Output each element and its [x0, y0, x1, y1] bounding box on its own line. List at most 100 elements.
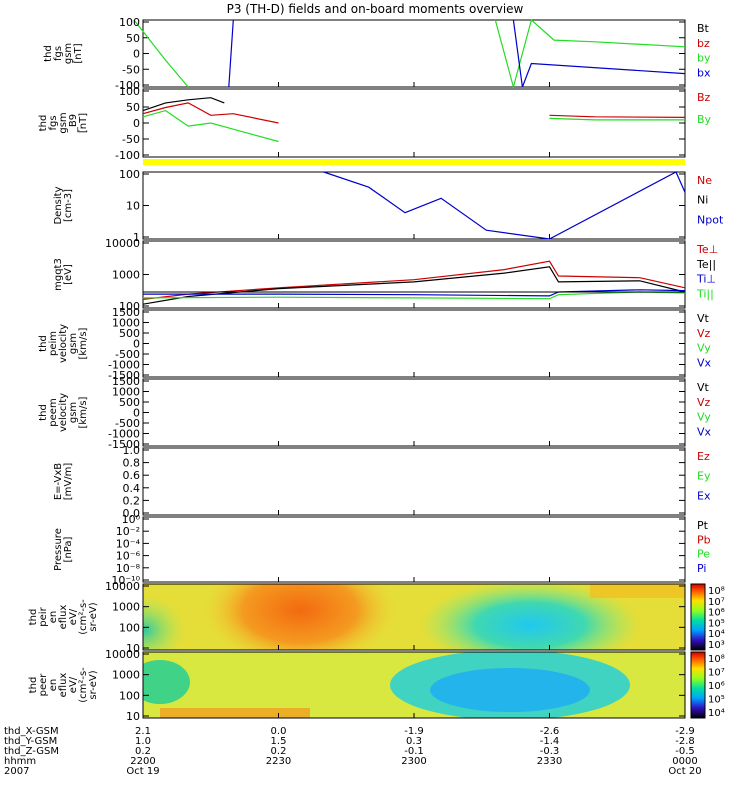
y-tick-label-peim: 1500	[112, 306, 140, 319]
y-axis-label-peim: thd	[38, 335, 49, 352]
y-tick-label-efield: 0.0	[123, 507, 141, 520]
series-line-bx	[228, 19, 234, 88]
x-axis-value: -1.9	[404, 726, 424, 737]
x-axis-value: 2330	[537, 756, 562, 767]
y-tick-label-temp: 10000	[105, 237, 140, 250]
legend-pressure-Pe: Pe	[697, 548, 710, 561]
y-tick-label-fgs: 0	[133, 48, 140, 61]
x-axis-row-label-thd_X-GSM: thd_X-GSM	[4, 726, 59, 737]
panel-frame-efield	[142, 447, 686, 516]
x-axis-value: -0.5	[675, 746, 695, 757]
y-tick-label-peem: -500	[115, 417, 140, 430]
x-axis-value: 0.0	[271, 726, 287, 737]
y-tick-label-efield: 0.8	[123, 457, 141, 470]
y-tick-label-pressure: 10⁻⁴	[116, 537, 141, 550]
panel-frame-fgs	[142, 19, 686, 88]
y-tick-label-efield: 0.6	[123, 469, 141, 482]
y-tick-label-pressure: 10⁻⁸	[116, 562, 141, 575]
y-tick-label-temp: 100	[119, 300, 140, 313]
series-line-By	[142, 109, 279, 143]
y-tick-label-peer: 10	[126, 710, 140, 723]
series-line-by	[494, 18, 686, 90]
y-tick-label-fgs-bz: 100	[119, 85, 140, 98]
x-axis-value: 2200	[130, 756, 155, 767]
series-line-bx	[512, 19, 686, 88]
y-tick-label-peem: 0	[133, 407, 140, 420]
y-tick-label-density: 10	[126, 200, 140, 213]
x-axis-value: 1.0	[135, 736, 151, 747]
x-axis-value: -0.3	[540, 746, 560, 757]
colorbar-label-peir: 10⁷	[708, 597, 725, 608]
y-tick-label-fgs-bz: -100	[115, 149, 140, 162]
y-axis-label-peir: en	[48, 611, 59, 624]
y-axis-label-peir: peir	[38, 606, 49, 626]
colorbar-label-peer: 10⁴	[708, 708, 725, 719]
colorbar-label-peer: 10⁶	[708, 681, 725, 692]
y-axis-label-peem: thd	[38, 404, 49, 421]
y-tick-label-pressure: 10⁰	[122, 513, 141, 526]
y-axis-label-peer: thd	[28, 677, 39, 694]
legend-efield-Ex: Ex	[697, 489, 711, 502]
panel-frame-density	[142, 171, 686, 240]
y-tick-label-peir: 10000	[105, 580, 140, 593]
x-axis-value: 1.5	[271, 736, 287, 747]
legend-fgs-Bt: Bt	[697, 22, 710, 35]
y-axis-label-peir: (cm²-s-	[78, 599, 89, 635]
y-tick-label-peim: 500	[119, 327, 140, 340]
legend-peem-Vz: Vz	[697, 396, 711, 409]
x-axis-value: -2.9	[675, 726, 695, 737]
y-axis-label-density: [cm-3]	[63, 189, 74, 222]
x-axis-row-label-thd_Y-GSM: thd_Y-GSM	[4, 736, 57, 747]
y-tick-label-efield: 1.0	[123, 444, 141, 457]
y-tick-label-fgs: 50	[126, 32, 140, 45]
series-line-Bt	[142, 97, 225, 112]
y-axis-label-peem: velocity	[58, 393, 69, 432]
x-axis-value: 2.1	[135, 726, 151, 737]
y-tick-label-peem: -1500	[108, 438, 140, 451]
series-line-Bz	[142, 102, 279, 124]
y-axis-label-pressure: Pressure	[53, 528, 64, 571]
y-axis-label-peir: sr-eV)	[88, 602, 99, 631]
y-axis-label-peir: eV/	[68, 608, 79, 625]
legend-fgs-bz-By: By	[697, 113, 712, 126]
colorbar-label-peir: 10⁵	[708, 618, 725, 629]
y-tick-label-fgs: -50	[122, 63, 140, 76]
y-tick-label-pressure: 10⁻¹⁰	[111, 574, 140, 587]
peer-spectrogram	[143, 652, 685, 718]
y-tick-label-density: 100	[119, 168, 140, 181]
y-axis-label-peim: [km/s]	[78, 327, 89, 359]
series-line-Bz	[549, 114, 686, 118]
legend-peem-Vy: Vy	[697, 411, 711, 424]
y-tick-label-peer: 100	[119, 689, 140, 702]
y-tick-label-peim: -1000	[108, 359, 140, 372]
x-axis-value: 0.3	[406, 736, 422, 747]
legend-fgs-bz-Bz: Bz	[697, 91, 711, 104]
y-tick-label-temp: 1000	[112, 269, 140, 282]
panel-frame-peem	[142, 378, 686, 447]
x-axis-value: 0000	[672, 756, 697, 767]
panel-frame-pressure	[142, 516, 686, 583]
x-axis-value: 2230	[266, 756, 291, 767]
y-axis-label-peir: eflux	[58, 605, 69, 630]
legend-fgs-by: by	[697, 52, 711, 65]
y-axis-label-peim: gsm	[68, 333, 79, 354]
y-tick-label-pressure: 10⁻⁶	[116, 550, 141, 563]
series-line-Ti⊥	[143, 289, 686, 297]
colorbar-label-peir: 10³	[708, 640, 725, 651]
y-axis-label-peem: peem	[48, 398, 59, 426]
y-axis-label-density: Density	[53, 186, 64, 224]
legend-temp-Ti||: Ti||	[696, 287, 714, 300]
x-axis-value: -2.8	[675, 736, 695, 747]
y-axis-label-fgs-bz: _B9	[68, 114, 79, 133]
legend-pressure-Pi: Pi	[697, 562, 706, 575]
x-axis-value: -2.6	[540, 726, 560, 737]
yellow-status-bar	[143, 159, 685, 165]
colorbar-label-peer: 10⁵	[708, 695, 725, 706]
colorbar-label-peir: 10⁴	[708, 629, 725, 640]
series-line-Npot	[323, 171, 686, 240]
y-tick-label-peem: -1000	[108, 428, 140, 441]
panel-frame-fgs-bz	[142, 88, 686, 158]
y-tick-label-pressure: 10⁻²	[116, 525, 140, 538]
y-tick-label-fgs: 100	[119, 16, 140, 29]
